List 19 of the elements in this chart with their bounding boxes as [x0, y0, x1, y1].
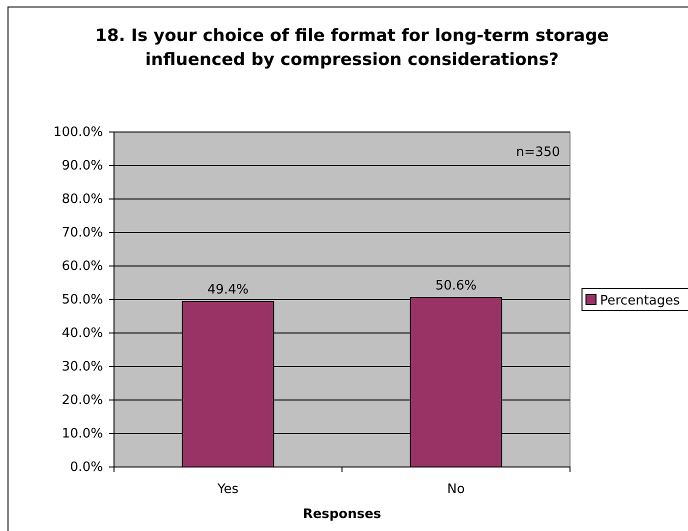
y-tick-label: 90.0% — [62, 158, 103, 174]
x-tick-label: Yes — [216, 482, 239, 497]
x-axis-title: Responses — [302, 507, 382, 522]
y-tick-label: 0.0% — [70, 460, 103, 476]
data-label: 49.4% — [207, 282, 249, 298]
y-tick-label: 70.0% — [62, 226, 103, 241]
y-tick-label: 50.0% — [62, 292, 103, 308]
y-tick-label: 100.0% — [53, 125, 103, 140]
y-tick-label: 40.0% — [62, 326, 103, 342]
annotation: n=350 — [516, 145, 560, 160]
y-tick-label: 10.0% — [62, 426, 103, 442]
x-tick-label: No — [447, 482, 465, 497]
legend-label: Percentages — [600, 294, 680, 308]
y-tick-label: 20.0% — [62, 393, 103, 408]
y-tick-label: 60.0% — [62, 259, 103, 274]
y-tick-label: 30.0% — [62, 360, 103, 375]
data-label: 50.6% — [435, 278, 477, 294]
chart-title: 18. Is your choice of file format for long-term storage influenced by compression considerations? — [95, 26, 609, 70]
y-tick-label: 80.0% — [62, 192, 103, 208]
